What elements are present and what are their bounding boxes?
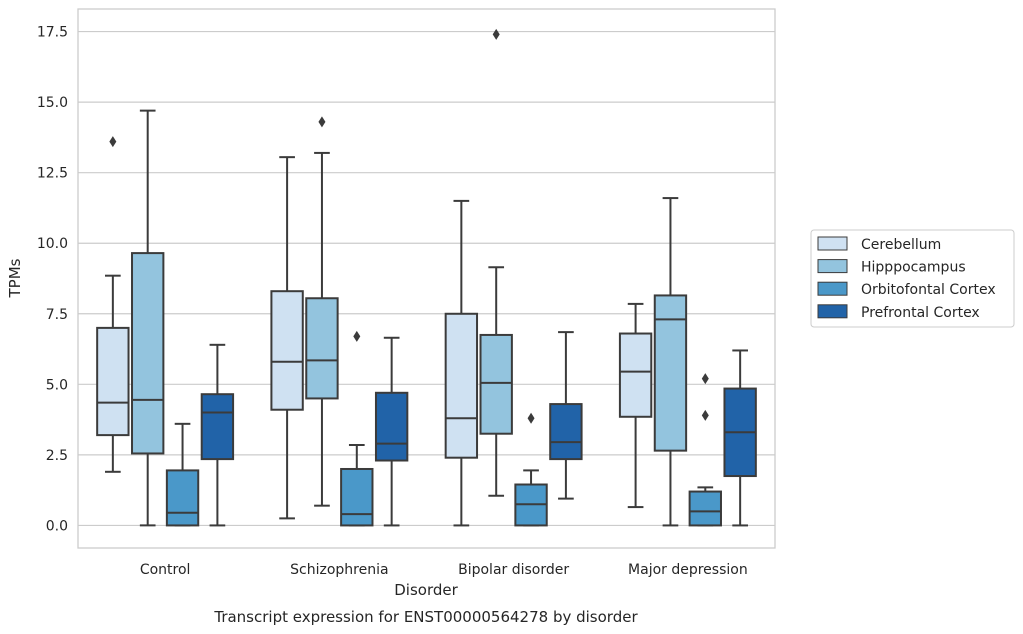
- legend-swatch: [817, 304, 848, 319]
- x-tick-label: Schizophrenia: [290, 562, 388, 578]
- outlier-point: [318, 116, 326, 128]
- box-3-2: [549, 331, 583, 500]
- box-1-0: [131, 109, 165, 527]
- y-tick-label: 0.0: [46, 518, 68, 534]
- x-tick-label: Bipolar disorder: [458, 562, 569, 578]
- box-body: [688, 490, 722, 527]
- box-2-0: [165, 422, 200, 527]
- box-body: [618, 332, 653, 418]
- y-tick-label: 12.5: [37, 166, 68, 182]
- outlier-point: [492, 28, 500, 40]
- box-body: [340, 467, 374, 527]
- box-body: [131, 252, 165, 455]
- outlier-point: [527, 412, 535, 424]
- x-axis-label: Disorder: [394, 581, 458, 599]
- grid-lines: [78, 30, 775, 527]
- legend-label: Cerebellum: [861, 237, 941, 253]
- box-body: [305, 297, 339, 400]
- legend-label: Orbitofontal Cortex: [861, 282, 996, 298]
- y-axis-label: TPMs: [6, 258, 24, 298]
- box-body: [374, 391, 409, 462]
- legend-label: Hipppocampus: [861, 260, 966, 276]
- y-tick-label: 7.5: [46, 307, 68, 323]
- box-1-3: [653, 197, 688, 527]
- legend-frame: [810, 229, 1015, 328]
- outlier-point: [701, 409, 709, 421]
- box-1-1: [305, 116, 339, 507]
- box-3-0: [200, 343, 235, 527]
- box-3-1: [374, 336, 409, 527]
- x-tick-label: Control: [140, 562, 191, 578]
- x-tick-labels: Control Schizophrenia Bipolar disorder Majo…: [140, 562, 748, 578]
- box-2-3: [688, 373, 722, 527]
- box-body: [96, 326, 130, 437]
- box-body: [444, 312, 479, 459]
- legend-label: Prefrontal Cortex: [861, 305, 980, 321]
- box-2-2: [514, 412, 548, 527]
- box-body: [270, 290, 304, 411]
- box-body: [479, 333, 513, 435]
- box-body: [653, 294, 688, 452]
- box-3-3: [723, 349, 757, 527]
- box-0-0: [96, 136, 130, 473]
- legend-swatch: [817, 259, 848, 274]
- box-0-3: [618, 302, 653, 509]
- y-tick-label: 17.5: [37, 25, 68, 41]
- outlier-point: [353, 330, 361, 342]
- box-0-1: [270, 156, 304, 520]
- y-tick-label: 15.0: [37, 95, 68, 111]
- boxes: [96, 28, 757, 527]
- legend: Cerebellum Hipppocampus Orbitofontal Corte…: [810, 229, 1015, 328]
- outlier-point: [701, 373, 709, 385]
- box-body: [200, 393, 235, 461]
- box-body: [165, 469, 200, 527]
- plot-frame: [77, 8, 776, 549]
- box-body: [549, 403, 583, 461]
- y-tick-label: 10.0: [37, 236, 68, 252]
- x-tick-label: Major depression: [628, 562, 748, 578]
- outlier-point: [109, 136, 117, 148]
- legend-swatch: [817, 236, 848, 251]
- chart-caption: Transcript expression for ENST0000056427…: [213, 608, 638, 626]
- y-tick-labels: 0.0 2.5 5.0 7.5 10.0 12.5 15.0 17.5: [37, 25, 68, 535]
- y-tick-label: 2.5: [46, 448, 68, 464]
- y-tick-label: 5.0: [46, 377, 68, 393]
- box-2-1: [340, 330, 374, 527]
- box-0-2: [444, 199, 479, 527]
- box-1-2: [479, 28, 513, 497]
- legend-swatch: [817, 281, 848, 296]
